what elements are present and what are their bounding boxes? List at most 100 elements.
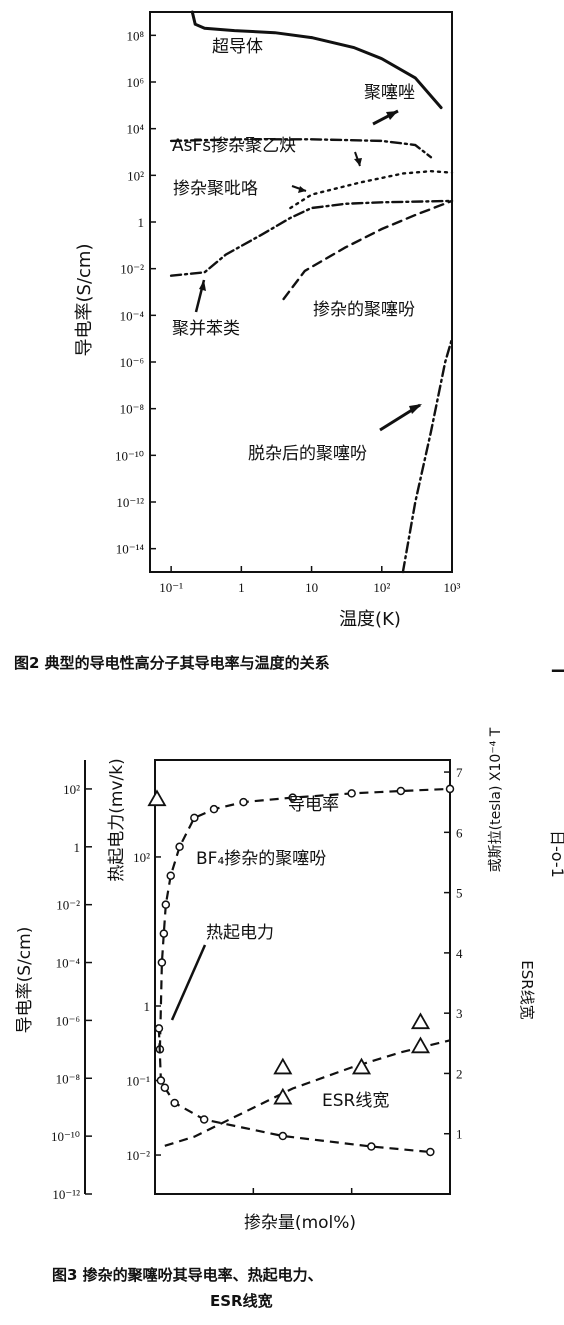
fig3-esr-triangle-marker: [410, 1036, 431, 1054]
figure3: 10² 1 10⁻² 10⁻⁴ 10⁻⁶ 10⁻⁸ 10⁻¹⁰ 10⁻¹² 10² 1 10⁻¹ 1…: [15, 727, 536, 1310]
fig2-y-tick-label: 10⁻⁴: [120, 308, 145, 323]
fig3-point-0: [209, 804, 219, 814]
fig3-y-right-label: ESR线宽: [518, 960, 536, 1019]
label-doped-polypyrrole: 掺杂聚吡咯: [173, 179, 258, 199]
fig3-plot-frame: [154, 759, 451, 1195]
fig3-point-0: [161, 900, 171, 909]
fig2-x-tick-label: 10⁻¹: [159, 580, 183, 595]
fig2-y-tick-label: 10⁻¹²: [116, 495, 144, 510]
fig3-mid-tick-label: 10⁻²: [126, 1148, 150, 1163]
label-esr: ESR线宽: [322, 1091, 389, 1111]
fig3-point-0: [166, 871, 175, 880]
fig3-left-tick-label: 10²: [63, 782, 80, 797]
fig3-left-tick-label: 10⁻⁴: [56, 956, 81, 971]
fig2-plot-frame: [149, 11, 453, 573]
fig3-esr-triangle-marker: [273, 1057, 293, 1075]
arrowhead-asfs: [354, 158, 362, 166]
fig3-right-tick-label: 6: [456, 825, 463, 840]
fig3-right-tick-label: 1: [456, 1127, 463, 1142]
label-polythiazole: 聚噻唑: [364, 83, 415, 103]
fig3-caption-line1: 图3 掺杂的聚噻吩其导电率、热起电力、: [52, 1266, 323, 1284]
fig2-y-tick-label: 10⁴: [126, 122, 144, 137]
fig3-point-1: [367, 1142, 376, 1151]
fig2-x-tick-label: 10²: [373, 580, 390, 595]
fig3-point-0: [190, 813, 199, 823]
fig3-point-0: [157, 958, 167, 967]
fig3-right-axis: 1 2 3 4 5 6 7: [444, 765, 463, 1142]
fig2-caption: 图2 典型的导电性高分子其导电率与温度的关系: [14, 654, 330, 672]
fig3-y-mid-label: 热起电力(mv/k): [107, 758, 127, 881]
arrow-thermopower: [170, 944, 207, 1021]
fig3-point-1: [160, 1083, 170, 1092]
fig3-left-tick-label: 10⁻¹²: [52, 1187, 80, 1202]
fig2-y-axis-label: 导电率(S/cm): [74, 244, 95, 357]
fig3-point-0: [175, 842, 184, 852]
fig2-y-tick-label: 10⁻¹⁴: [116, 542, 145, 557]
fig2-x-tick-label: 1: [238, 580, 245, 595]
fig3-point-1: [170, 1098, 179, 1108]
fig2-y-tick-label: 10⁻⁶: [120, 355, 144, 370]
margin-mark: ▁: [551, 653, 564, 672]
arrowhead-polyacenes: [199, 280, 206, 291]
fig3-point-1: [156, 1076, 166, 1085]
fig2-y-tick-label: 10²: [127, 168, 144, 183]
fig3-point-0: [396, 786, 406, 796]
fig2-y-tick-label: 10⁻⁸: [120, 402, 145, 417]
fig3-right-tick-label: 4: [456, 946, 463, 961]
fig3-point-1: [199, 1115, 209, 1124]
fig2-x-tick-label: 10: [305, 580, 318, 595]
fig3-right-tick-label: 3: [456, 1006, 463, 1021]
fig3-y-left-label: 导电率(S/cm): [15, 927, 35, 1034]
fig3-mid-tick-label: 1: [144, 999, 151, 1014]
fig3-left-axis: 10² 1 10⁻² 10⁻⁴ 10⁻⁶ 10⁻⁸ 10⁻¹⁰ 10⁻¹²: [51, 782, 92, 1202]
fig2-series-line-3: [289, 169, 454, 210]
fig2-series-line-5: [282, 199, 454, 301]
fig3-series-group: [147, 784, 455, 1157]
fig2-x-axis: 10⁻¹ 1 10 10² 10³: [159, 566, 461, 595]
fig3-mid-tick-label: 10⁻¹: [126, 1074, 150, 1089]
label-doped-polythiophene: 掺杂的聚噻吩: [313, 300, 415, 320]
arrowhead-undoped: [409, 404, 422, 414]
label-polyacenes: 聚并苯类: [172, 319, 240, 339]
fig3-point-1: [278, 1131, 288, 1141]
fig3-left-tick-label: 10⁻²: [56, 898, 80, 913]
label-undoped-polythiophene: 脱杂后的聚噻吩: [248, 444, 367, 464]
fig2-series-line-6: [401, 337, 454, 574]
fig3-left-tick-label: 10⁻¹⁰: [51, 1129, 80, 1144]
fig3-point-0: [159, 929, 169, 938]
fig3-point-1: [154, 1024, 164, 1033]
fig3-point-0: [288, 793, 297, 802]
arrowhead-polythiazole: [386, 111, 398, 120]
fig3-point-0: [239, 797, 248, 807]
fig3-series-line-2: [164, 1039, 451, 1147]
label-superconductor: 超导体: [212, 37, 263, 57]
fig2-series-line-0: [190, 10, 314, 40]
label-thermopower: 热起电力: [206, 923, 274, 943]
label-asfs-polyacetylene: AsFs掺杂聚乙炔: [172, 136, 296, 156]
fig2-y-tick-label: 10⁶: [126, 75, 144, 90]
fig2-y-tick-label: 10⁻¹⁰: [115, 448, 144, 463]
fig3-x-axis-label: 掺杂量(mol%): [244, 1213, 356, 1233]
fig3-left-tick-label: 10⁻⁸: [56, 1071, 81, 1086]
fig3-left-tick-label: 1: [74, 840, 81, 855]
fig3-esr-triangle-marker: [147, 789, 167, 807]
fig2-y-tick-label: 1: [138, 215, 145, 230]
fig3-esr-triangle-marker: [410, 1012, 431, 1030]
fig3-x-axis: [252, 1188, 353, 1194]
fig2-x-tick-label: 10³: [444, 580, 461, 595]
fig3-point-0: [347, 789, 356, 798]
fig3-y-right-unit-label: 或斯拉(tesla) X10⁻⁴ T: [488, 727, 504, 872]
fig3-esr-triangle-marker: [351, 1057, 372, 1075]
fig3-caption-line2: ESR线宽: [210, 1292, 273, 1310]
fig2-y-axis: 10⁸ 10⁶ 10⁴ 10² 1 10⁻² 10⁻⁴ 10⁻⁶ 10⁻⁸ 10⁻¹⁰ 10⁻¹² 1…: [115, 28, 156, 557]
fig2-y-tick-label: 10⁸: [126, 28, 144, 43]
margin-fragment: 日-o-1: [548, 830, 564, 878]
fig2-series-line-2: [169, 138, 433, 159]
figure2: 10⁸ 10⁶ 10⁴ 10² 1 10⁻² 10⁻⁴ 10⁻⁶ 10⁻⁸ 10⁻¹⁰ 10⁻¹² 1…: [14, 10, 461, 672]
label-bf4-title: BF₄掺杂的聚噻吩: [196, 849, 326, 869]
fig2-x-axis-label: 温度(K): [339, 609, 401, 630]
fig2-series-line-1: [310, 36, 443, 110]
fig3-point-0: [445, 784, 455, 794]
fig3-left-tick-label: 10⁻⁶: [56, 1013, 80, 1028]
